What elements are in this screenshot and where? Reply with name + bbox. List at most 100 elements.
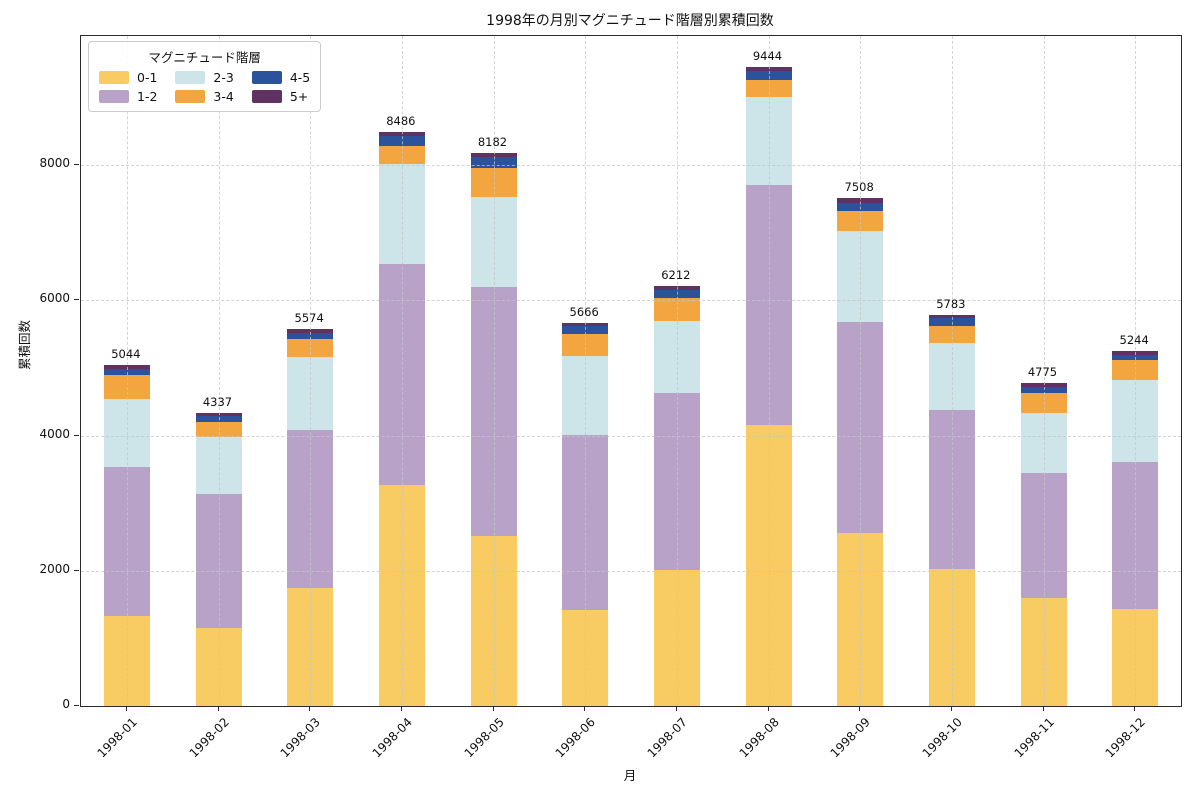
legend-entry-5+: 5+: [251, 89, 310, 104]
bar-segment-1-2-1998-09: [837, 321, 884, 534]
bar-segment-5+-1998-12: [1112, 351, 1159, 356]
bar-segment-5+-1998-06: [562, 322, 609, 326]
x-tick-mark: [217, 706, 219, 711]
bar-segment-4-5-1998-11: [1020, 386, 1067, 394]
x-tick-label: 1998-01: [94, 715, 140, 761]
bar-segment-1-2-1998-10: [928, 410, 975, 570]
x-tick-label: 1998-04: [369, 715, 415, 761]
x-tick-label: 1998-11: [1011, 715, 1057, 761]
x-tick-mark: [950, 706, 952, 711]
bar-segment-2-3-1998-09: [837, 231, 884, 322]
legend-label: 2-3: [213, 70, 234, 85]
legend-entry-3-4: 3-4: [175, 89, 234, 104]
bar-segment-5+-1998-05: [470, 152, 517, 157]
bar-segment-1-2-1998-07: [653, 392, 700, 570]
legend-swatch: [251, 90, 282, 103]
x-tick-label: 1998-09: [827, 715, 874, 761]
bar-segment-0-1-1998-12: [1112, 608, 1159, 706]
bar-segment-2-3-1998-07: [653, 320, 700, 393]
legend-swatch: [251, 71, 282, 84]
x-tick-mark: [1134, 706, 1136, 711]
y-tick-mark: [74, 705, 79, 706]
bar-segment-4-5-1998-12: [1112, 355, 1159, 361]
bar-segment-0-1-1998-06: [562, 610, 609, 706]
bar-segment-3-4-1998-03: [287, 339, 334, 357]
x-tick-label: 1998-06: [552, 715, 599, 761]
bar-segment-3-4-1998-04: [378, 145, 425, 164]
bar-segment-2-3-1998-03: [287, 356, 334, 431]
bar-segment-1-2-1998-12: [1112, 461, 1159, 609]
gridline-h: [81, 435, 1181, 437]
bar-segment-4-5-1998-10: [928, 318, 975, 326]
bar-segment-0-1-1998-11: [1020, 598, 1067, 706]
gridline-h: [81, 570, 1181, 572]
bar-segment-4-5-1998-08: [745, 71, 792, 81]
bar-segment-2-3-1998-08: [745, 97, 792, 185]
bar-segment-5+-1998-10: [928, 314, 975, 319]
bar-total-label: 5044: [111, 346, 141, 361]
x-tick-mark: [1042, 706, 1044, 711]
bar-segment-3-4-1998-09: [837, 210, 884, 232]
y-tick-label: 8000: [39, 156, 70, 171]
bar-segment-3-4-1998-01: [103, 375, 150, 400]
bar-total-label: 5666: [569, 304, 599, 319]
legend-entry-0-1: 0-1: [99, 70, 157, 85]
bar-total-label: 5574: [294, 311, 324, 326]
bar-segment-4-5-1998-04: [378, 135, 425, 146]
bar-segment-3-4-1998-12: [1112, 360, 1159, 380]
y-tick-mark: [74, 569, 79, 571]
plot-area: [80, 35, 1182, 707]
legend-swatch: [175, 71, 206, 84]
bar-segment-2-3-1998-04: [378, 163, 425, 264]
bar-segment-3-4-1998-06: [562, 333, 609, 356]
bar-total-label: 8486: [386, 114, 416, 129]
x-tick-label: 1998-08: [736, 715, 782, 761]
x-tick-label: 1998-03: [277, 715, 324, 761]
bar-segment-3-4-1998-11: [1020, 393, 1067, 413]
y-tick-label: 0: [62, 697, 70, 711]
bar-total-label: 4775: [1027, 365, 1058, 380]
bar-segment-5+-1998-03: [287, 329, 334, 334]
legend-label: 3-4: [213, 89, 234, 104]
bar-segment-0-1-1998-09: [837, 533, 884, 706]
gridline-h: [81, 165, 1181, 167]
bar-segment-1-2-1998-04: [378, 263, 425, 486]
bar-total-label: 5244: [1119, 333, 1149, 348]
x-tick-mark: [859, 706, 861, 711]
bar-segment-2-3-1998-05: [470, 197, 517, 288]
bar-segment-5+-1998-11: [1020, 383, 1067, 387]
y-tick-label: 2000: [39, 561, 70, 576]
y-tick-mark: [74, 164, 79, 166]
y-tick-mark: [74, 434, 79, 436]
bar-total-label: 5783: [936, 296, 966, 311]
legend-label: 4-5: [289, 70, 311, 85]
bar-segment-5+-1998-09: [837, 198, 884, 204]
legend-swatch: [99, 71, 129, 84]
x-tick-label: 1998-05: [461, 715, 507, 761]
legend-entry-4-5: 4-5: [251, 70, 311, 85]
legend-entry-1-2: 1-2: [99, 89, 157, 104]
bar-total-label: 7508: [844, 180, 874, 195]
bar-segment-4-5-1998-09: [837, 203, 884, 211]
bar-segment-0-1-1998-07: [653, 569, 700, 706]
gridline-h: [81, 300, 1181, 302]
bar-segment-4-5-1998-05: [470, 156, 517, 168]
bar-segment-5+-1998-08: [745, 67, 792, 72]
y-axis-label: 累積回数: [17, 319, 32, 370]
bar-segment-2-3-1998-10: [928, 342, 975, 411]
bar-segment-1-2-1998-08: [745, 184, 792, 425]
bar-segment-0-1-1998-01: [103, 615, 150, 706]
bar-segment-2-3-1998-12: [1112, 379, 1159, 462]
legend-grid: 0-1 1-2 2-3 3-4 4-5 5+: [99, 70, 310, 104]
x-tick-mark: [675, 706, 677, 711]
y-tick-mark: [74, 299, 79, 301]
bar-segment-4-5-1998-07: [653, 289, 700, 299]
y-tick-label: 6000: [39, 291, 70, 306]
legend-entry-2-3: 2-3: [175, 70, 234, 85]
x-tick-mark: [400, 706, 402, 711]
chart-title: 1998年の月別マグニチュード階層別累積回数: [486, 13, 774, 29]
bar-segment-3-4-1998-07: [653, 298, 700, 321]
bar-segment-0-1-1998-08: [745, 424, 792, 706]
bar-segment-4-5-1998-06: [562, 325, 609, 334]
x-tick-mark: [584, 706, 586, 711]
